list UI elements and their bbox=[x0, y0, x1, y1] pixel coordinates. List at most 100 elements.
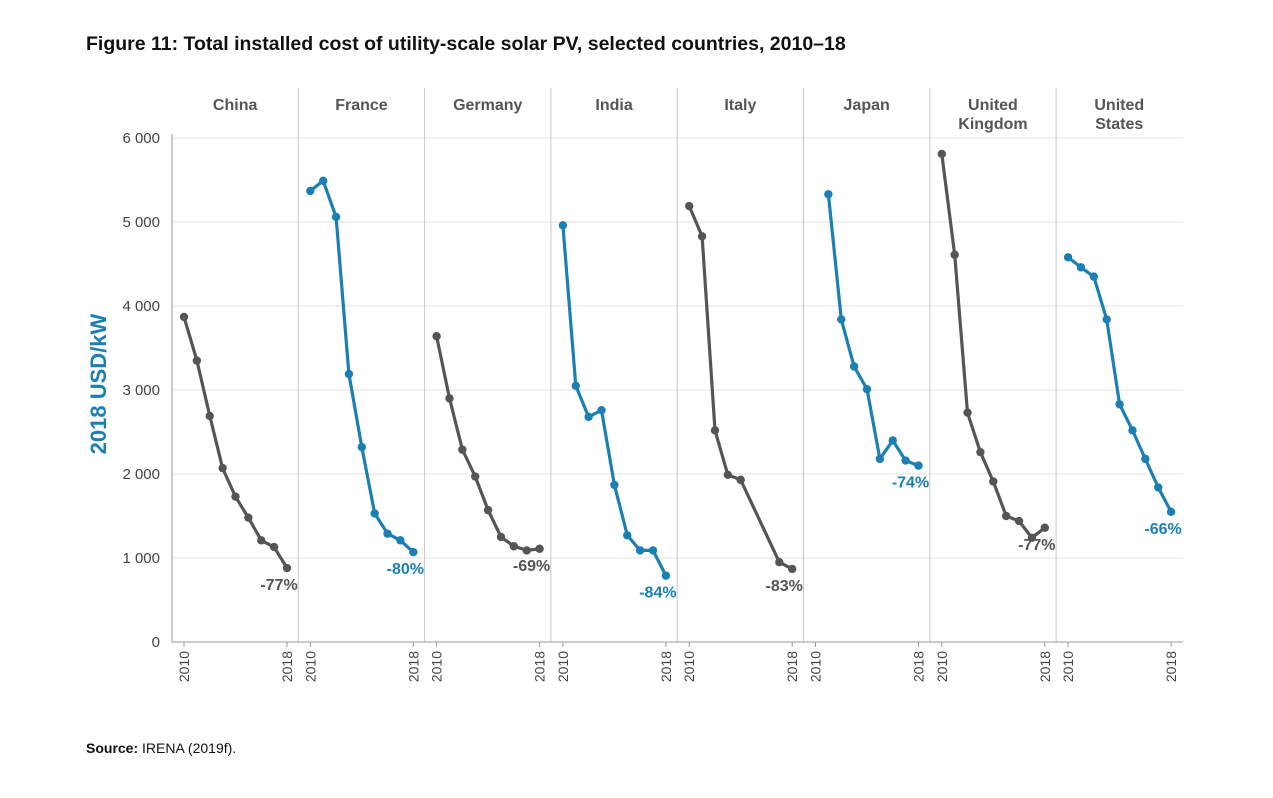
panel-label: Kingdom bbox=[958, 116, 1027, 133]
x-tick-label: 2018 bbox=[784, 651, 800, 682]
x-tick-label: 2010 bbox=[808, 651, 824, 682]
data-point bbox=[648, 546, 658, 555]
x-tick-label: 2018 bbox=[1163, 651, 1179, 682]
data-point bbox=[318, 176, 328, 186]
data-point bbox=[205, 411, 214, 421]
panel-label: United bbox=[968, 97, 1018, 114]
change-label: -83% bbox=[766, 578, 803, 595]
change-label: -80% bbox=[387, 561, 424, 578]
data-point bbox=[445, 394, 454, 403]
data-point bbox=[937, 149, 946, 159]
data-point bbox=[1063, 253, 1073, 262]
data-point bbox=[837, 315, 846, 324]
data-point bbox=[269, 542, 279, 552]
series-line bbox=[308, 179, 415, 554]
change-label: -66% bbox=[1144, 521, 1181, 538]
panel-label: Japan bbox=[844, 97, 890, 114]
y-tick-label: 3 000 bbox=[122, 382, 160, 399]
panel-dividers bbox=[297, 88, 1057, 642]
x-tick-label: 2010 bbox=[429, 651, 445, 682]
panel-label: Italy bbox=[724, 97, 756, 114]
x-tick-label: 2010 bbox=[934, 651, 950, 682]
data-point bbox=[1040, 523, 1050, 532]
data-point bbox=[558, 221, 568, 230]
data-point bbox=[409, 547, 418, 557]
y-tick-label: 2 000 bbox=[122, 466, 160, 483]
data-point bbox=[685, 201, 694, 211]
source-label: Source: bbox=[86, 740, 139, 756]
data-point bbox=[1154, 483, 1163, 492]
data-point bbox=[950, 250, 959, 259]
data-point bbox=[1115, 400, 1124, 409]
data-point bbox=[697, 232, 707, 241]
data-point bbox=[875, 454, 885, 464]
data-point bbox=[231, 492, 240, 501]
data-point bbox=[723, 470, 733, 480]
data-point bbox=[496, 532, 506, 542]
data-point bbox=[584, 412, 593, 422]
x-tick-label: 2018 bbox=[911, 651, 927, 682]
series-line bbox=[826, 192, 921, 468]
x-tick-label: 2010 bbox=[176, 651, 192, 682]
data-point bbox=[458, 445, 467, 454]
axes bbox=[171, 134, 1183, 647]
panel-label: Germany bbox=[453, 97, 522, 114]
panel-label: China bbox=[213, 97, 258, 114]
data-point bbox=[1166, 507, 1176, 516]
x-tick-label: 2018 bbox=[1037, 651, 1053, 682]
data-point bbox=[244, 513, 253, 522]
data-point bbox=[383, 529, 392, 538]
y-tick-label: 6 000 bbox=[122, 130, 160, 147]
data-point bbox=[635, 546, 645, 555]
data-point bbox=[432, 332, 441, 341]
data-point bbox=[888, 436, 897, 445]
data-point bbox=[1102, 315, 1111, 324]
data-point bbox=[344, 369, 354, 379]
data-point bbox=[824, 190, 833, 199]
data-point bbox=[914, 461, 923, 470]
data-point bbox=[901, 456, 910, 465]
data-point bbox=[396, 536, 405, 545]
data-point bbox=[1141, 454, 1150, 464]
data-point bbox=[1076, 263, 1086, 272]
x-tick-label: 2018 bbox=[658, 651, 674, 682]
y-tick-label: 0 bbox=[152, 634, 160, 651]
data-point bbox=[522, 546, 531, 555]
x-tick-label: 2010 bbox=[302, 651, 318, 682]
data-point bbox=[1014, 516, 1024, 526]
figure-title: Figure 11: Total installed cost of utili… bbox=[86, 33, 846, 55]
data-point bbox=[623, 531, 632, 540]
x-tick-label: 2018 bbox=[532, 651, 548, 682]
data-point bbox=[483, 505, 493, 515]
y-tick-label: 4 000 bbox=[122, 298, 160, 315]
panel-label: United bbox=[1094, 97, 1144, 114]
data-point bbox=[710, 426, 720, 435]
data-point bbox=[610, 480, 619, 490]
chart-labels: 0 1 000 2 000 3 000 4 000 5 000 6 000 2018 USD/… bbox=[86, 97, 1182, 682]
data-point bbox=[571, 381, 580, 390]
data-point bbox=[370, 509, 379, 518]
data-point bbox=[179, 312, 189, 322]
panel-label: India bbox=[595, 97, 632, 114]
data-point bbox=[849, 362, 859, 371]
change-label: -74% bbox=[892, 475, 929, 492]
data-point bbox=[535, 544, 544, 553]
change-label: -77% bbox=[260, 577, 297, 594]
data-point bbox=[597, 405, 606, 415]
data-point bbox=[471, 472, 480, 481]
data-point bbox=[862, 384, 872, 394]
data-point bbox=[357, 442, 366, 452]
panel-label: France bbox=[335, 97, 388, 114]
x-tick-label: 2010 bbox=[1060, 651, 1076, 682]
line-chart: 0 1 000 2 000 3 000 4 000 5 000 6 000 2018 USD/… bbox=[86, 88, 1183, 682]
change-label: -77% bbox=[1018, 537, 1055, 554]
y-tick-label: 1 000 bbox=[122, 550, 160, 567]
data-point bbox=[661, 571, 671, 580]
data-point bbox=[976, 447, 985, 457]
series-line bbox=[435, 334, 542, 553]
data-point bbox=[257, 536, 266, 545]
data-point bbox=[788, 564, 797, 574]
series-line bbox=[182, 315, 289, 570]
data-point bbox=[1128, 426, 1137, 435]
data-point bbox=[331, 212, 341, 222]
